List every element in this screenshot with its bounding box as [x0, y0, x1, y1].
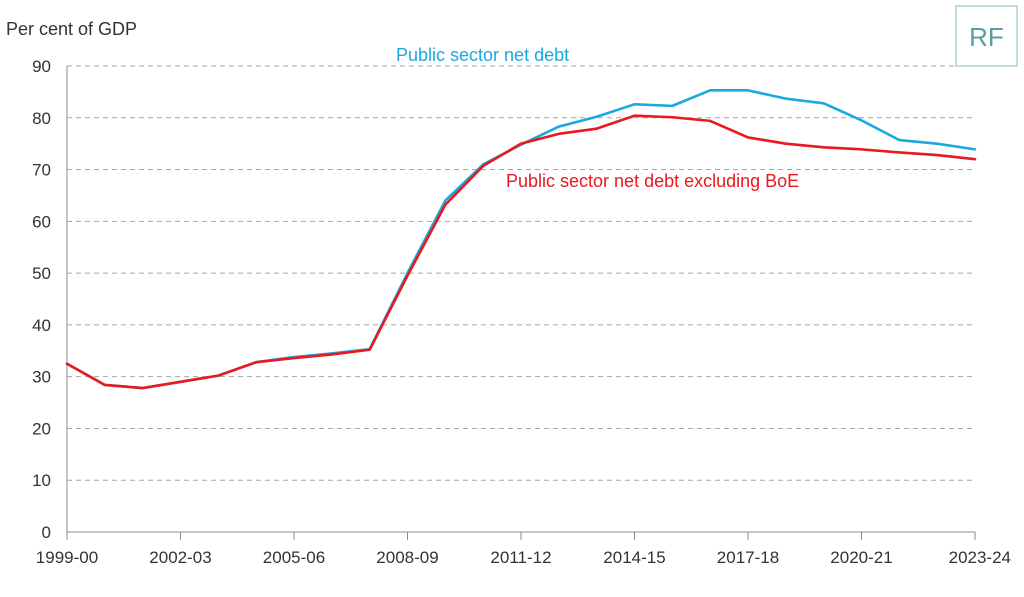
y-axis-ticks: 0 10 20 30 40 50 60 70 80 90	[32, 57, 51, 542]
x-tick-label: 2020-21	[830, 548, 892, 567]
y-tick-label: 10	[32, 471, 51, 490]
series-label-psnd: Public sector net debt	[396, 45, 569, 65]
x-tick-label: 2011-12	[490, 548, 551, 567]
series-line-psnd-excluding-boe	[65, 114, 977, 390]
y-tick-label: 90	[32, 57, 51, 76]
y-tick-label: 50	[32, 264, 51, 283]
rf-logo-text: RF	[969, 22, 1004, 52]
x-tick-label: 2008-09	[376, 548, 438, 567]
grid-lines	[67, 65, 975, 481]
y-tick-label: 80	[32, 109, 51, 128]
x-axis: 1999-00 2002-03 2005-06 2008-09 2011-12 2014-…	[36, 66, 1011, 567]
series-lines	[65, 89, 977, 390]
y-tick-label: 30	[32, 368, 51, 387]
x-tick-label: 2023-24	[949, 548, 1011, 567]
x-tick-label: 2014-15	[603, 548, 665, 567]
x-tick-label: 2017-18	[717, 548, 779, 567]
y-tick-label: 0	[42, 523, 51, 542]
y-tick-label: 40	[32, 316, 51, 335]
x-tick-label: 2002-03	[149, 548, 211, 567]
series-label-psnd-excluding-boe: Public sector net debt excluding BoE	[506, 171, 799, 191]
y-tick-label: 60	[32, 212, 51, 231]
rf-logo: RF	[955, 5, 1018, 67]
y-tick-label: 20	[32, 419, 51, 438]
y-tick-label: 70	[32, 161, 51, 180]
y-axis-title: Per cent of GDP	[6, 19, 137, 39]
x-tick-label: 2005-06	[263, 548, 325, 567]
series-line-psnd	[65, 89, 977, 390]
x-tick-label: 1999-00	[36, 548, 98, 567]
